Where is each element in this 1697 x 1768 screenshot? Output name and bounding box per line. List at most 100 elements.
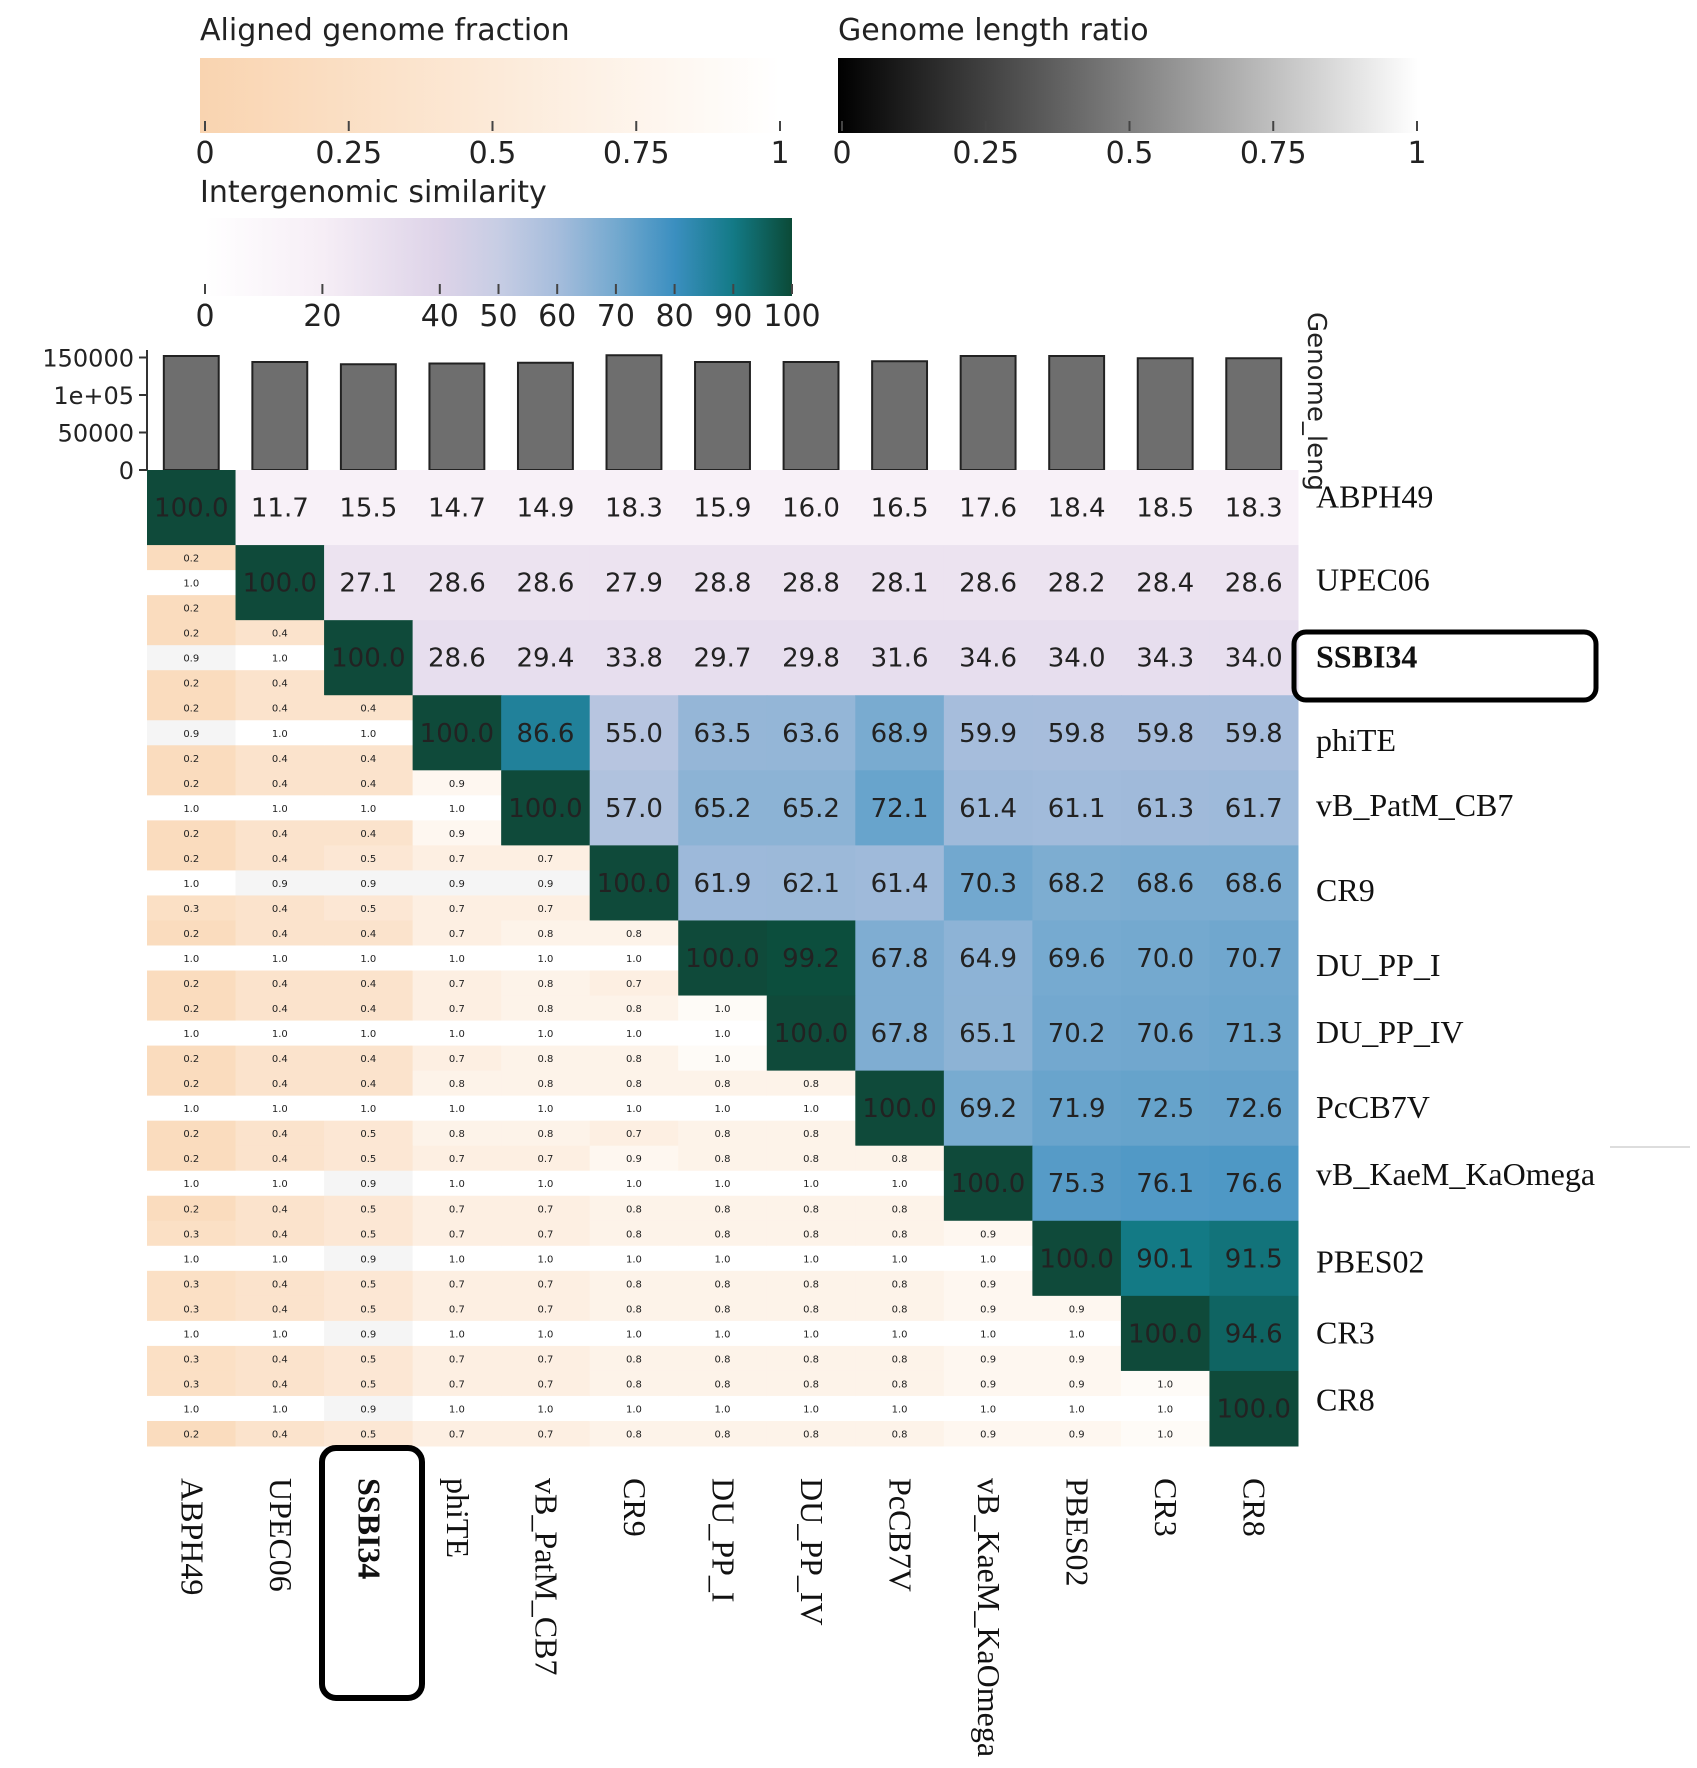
heatmap-cell-lower-strip <box>235 745 325 771</box>
heatmap-value: 70.6 <box>1136 1019 1194 1049</box>
heatmap-cell-lower-strip <box>147 1295 237 1322</box>
heatmap-cell-upper <box>1209 695 1299 771</box>
heatmap-value: 59.8 <box>1048 719 1106 749</box>
heatmap-value: 61.4 <box>871 869 929 899</box>
heatmap-value: 99.2 <box>782 944 840 974</box>
heatmap-cell-lower-strip <box>324 1345 414 1372</box>
heatmap-cell-lower-strip <box>1032 1395 1122 1422</box>
heatmap-lower-value: 1.0 <box>183 1404 199 1415</box>
heatmap-cell-lower-strip <box>501 870 591 896</box>
heatmap-cell-upper <box>1120 845 1210 921</box>
heatmap-cell-upper <box>766 920 856 997</box>
heatmap-lower-value: 0.4 <box>360 1004 376 1015</box>
heatmap-value: 67.8 <box>871 1019 929 1049</box>
heatmap-lower-value: 1.0 <box>803 1404 819 1415</box>
heatmap-cell-upper <box>324 470 414 546</box>
heatmap-cell-upper <box>501 470 591 546</box>
row-label: CR8 <box>1316 1381 1375 1417</box>
heatmap-lower-value: 0.4 <box>272 854 288 865</box>
heatmap-cell-diagonal <box>678 920 768 997</box>
heatmap-cell-lower-strip <box>324 845 414 871</box>
heatmap-cell-lower-strip <box>235 970 325 997</box>
heatmap-cell-upper <box>1120 620 1210 696</box>
heatmap-lower-value: 0.7 <box>449 1429 465 1440</box>
heatmap-cell-lower-strip <box>235 770 325 796</box>
heatmap-value: 59.8 <box>1136 719 1194 749</box>
genome-length-bar <box>605 354 663 471</box>
heatmap-lower-value: 0.4 <box>272 1279 288 1290</box>
heatmap-cell-diagonal <box>147 470 237 546</box>
heatmap-lower-value: 0.7 <box>449 1004 465 1015</box>
heatmap-cell-lower-strip <box>324 1170 414 1197</box>
heatmap-lower-value: 0.3 <box>183 1304 199 1315</box>
heatmap-cell-upper <box>1120 995 1210 1072</box>
sim-tick-label: 60 <box>538 299 576 334</box>
heatmap-cell-lower-strip <box>678 1245 768 1272</box>
heatmap-lower-value: 0.4 <box>272 679 288 690</box>
heatmap-cell-lower-strip <box>235 670 325 696</box>
heatmap-value: 63.5 <box>694 719 752 749</box>
heatmap-cell-lower-strip <box>501 1395 591 1422</box>
heatmap-lower-value: 0.9 <box>980 1354 996 1365</box>
heatmap-lower-value: 0.9 <box>626 1154 642 1165</box>
heatmap-cell-upper <box>235 470 325 546</box>
heatmap-diagonal-value: 100.0 <box>508 794 582 824</box>
heatmap-lower-value: 0.9 <box>360 1329 376 1340</box>
ratio-tick-label: 0.5 <box>1106 136 1154 171</box>
heatmap-cell-upper <box>766 770 856 846</box>
heatmap-cell-lower-strip <box>943 1245 1033 1272</box>
heatmap-cell-lower-strip <box>147 1095 237 1122</box>
heatmap-cell-upper <box>766 620 856 696</box>
heatmap-lower-value: 1.0 <box>715 1329 731 1340</box>
legend-aligned-fraction: Aligned genome fraction 0 0.25 0.5 0.75 1 <box>195 13 789 171</box>
heatmap-cell-lower-strip <box>589 1370 679 1397</box>
heatmap-value: 18.4 <box>1048 494 1106 524</box>
legend-similarity-ticks: 0 20 40 50 60 70 80 90 100 <box>195 284 821 334</box>
heatmap-diagonal-value: 100.0 <box>774 1019 848 1049</box>
heatmap-cell-lower-strip <box>324 1420 414 1447</box>
heatmap-cell-upper <box>1209 920 1299 997</box>
heatmap-cell-upper <box>1032 695 1122 771</box>
heatmap-lower-value: 0.5 <box>360 1304 376 1315</box>
heatmap-lower-value: 0.8 <box>449 1129 465 1140</box>
heatmap-lower-value: 1.0 <box>449 804 465 815</box>
heatmap-lower-value: 0.9 <box>360 1179 376 1190</box>
heatmap-cell-lower-strip <box>501 1320 591 1347</box>
heatmap-lower-value: 0.8 <box>803 1229 819 1240</box>
heatmap-cell-lower-strip <box>501 920 591 946</box>
heatmap-lower-value: 0.9 <box>449 779 465 790</box>
heatmap-value: 15.5 <box>339 494 397 524</box>
heatmap-cell-diagonal <box>943 1145 1033 1222</box>
heatmap-cell-lower-strip <box>855 1145 945 1172</box>
heatmap-cell-lower-strip <box>147 595 237 621</box>
heatmap-lower-value: 0.5 <box>360 1204 376 1215</box>
heatmap-cell-lower-strip <box>147 1045 237 1072</box>
heatmap-lower-value: 1.0 <box>449 1179 465 1190</box>
heatmap-diagonal-value: 100.0 <box>862 1094 936 1124</box>
heatmap-cell-lower-strip <box>412 770 502 796</box>
heatmap-cell-lower-strip <box>678 995 768 1022</box>
legend-aligned-fraction-bar <box>200 58 780 133</box>
heatmap-cell-lower-strip <box>235 870 325 896</box>
heatmap-cell-lower-strip <box>235 995 325 1022</box>
heatmap-cell-upper <box>1209 1070 1299 1147</box>
heatmap-value: 18.5 <box>1136 494 1194 524</box>
row-highlight-box <box>1291 629 1599 703</box>
heatmap-cell-lower-strip <box>235 1120 325 1147</box>
column-label: SSBI34 <box>351 1478 387 1579</box>
heatmap-cell-lower-strip <box>412 1170 502 1197</box>
heatmap-cell-upper <box>1209 770 1299 846</box>
heatmap-lower-value: 1.0 <box>803 1104 819 1115</box>
heatmap-value: 68.9 <box>871 719 929 749</box>
heatmap-cell-upper <box>1120 920 1210 997</box>
heatmap-lower-value: 0.8 <box>626 929 642 940</box>
heatmap-lower-value: 0.7 <box>449 979 465 990</box>
heatmap-lower-value: 1.0 <box>360 1104 376 1115</box>
heatmap-cell-lower-strip <box>147 1395 237 1422</box>
heatmap-cell-lower-strip <box>235 1045 325 1072</box>
heatmap-cell-lower-strip <box>501 1420 591 1447</box>
heatmap-lower-value: 0.2 <box>183 704 199 715</box>
heatmap-cell-lower-strip <box>412 1095 502 1122</box>
heatmap-lower-value: 0.4 <box>272 904 288 915</box>
heatmap-cell-upper <box>1120 470 1210 546</box>
